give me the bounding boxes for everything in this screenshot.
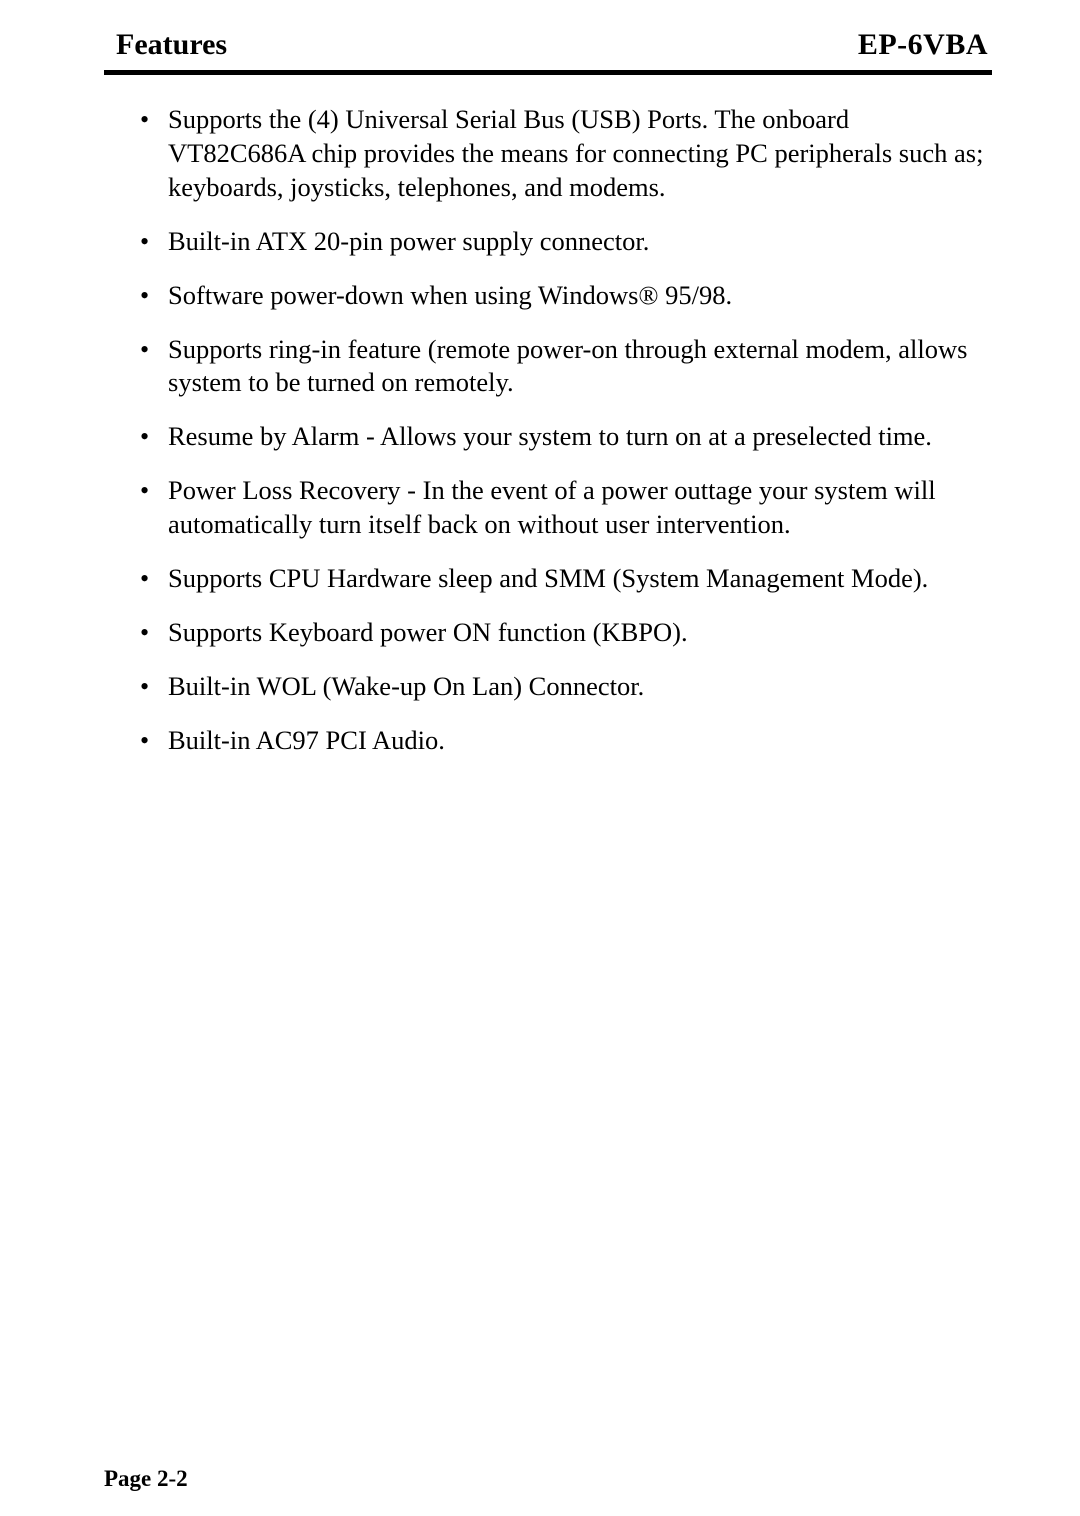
list-item: Built-in WOL (Wake-up On Lan) Connector.	[140, 670, 992, 704]
page-header: Features EP-6VBA	[104, 28, 992, 68]
list-item: Software power-down when using Windows® …	[140, 279, 992, 313]
feature-text: Built-in AC97 PCI Audio.	[168, 725, 445, 755]
feature-text: Resume by Alarm - Allows your system to …	[168, 421, 932, 451]
list-item: Supports the (4) Universal Serial Bus (U…	[140, 103, 992, 205]
list-item: Built-in ATX 20-pin power supply connect…	[140, 225, 992, 259]
list-item: Supports ring-in feature (remote power-o…	[140, 333, 992, 401]
page-footer: Page 2-2	[104, 1466, 188, 1492]
feature-text: Built-in WOL (Wake-up On Lan) Connector.	[168, 671, 644, 701]
header-left-title: Features	[116, 28, 227, 62]
list-item: Power Loss Recovery - In the event of a …	[140, 474, 992, 542]
list-item: Built-in AC97 PCI Audio.	[140, 724, 992, 758]
features-list: Supports the (4) Universal Serial Bus (U…	[104, 103, 992, 758]
list-item: Resume by Alarm - Allows your system to …	[140, 420, 992, 454]
list-item: Supports CPU Hardware sleep and SMM (Sys…	[140, 562, 992, 596]
feature-text: Supports CPU Hardware sleep and SMM (Sys…	[168, 563, 928, 593]
list-item: Supports Keyboard power ON function (KBP…	[140, 616, 992, 650]
document-page: Features EP-6VBA Supports the (4) Univer…	[0, 0, 1080, 758]
feature-text: Software power-down when using Windows® …	[168, 280, 732, 310]
feature-text: Built-in ATX 20-pin power supply connect…	[168, 226, 649, 256]
feature-text: Supports Keyboard power ON function (KBP…	[168, 617, 688, 647]
feature-text: Supports the (4) Universal Serial Bus (U…	[168, 104, 983, 202]
feature-text: Supports ring-in feature (remote power-o…	[168, 334, 967, 398]
header-right-model: EP-6VBA	[858, 28, 988, 62]
feature-text: Power Loss Recovery - In the event of a …	[168, 475, 936, 539]
content-area: Supports the (4) Universal Serial Bus (U…	[104, 75, 992, 758]
